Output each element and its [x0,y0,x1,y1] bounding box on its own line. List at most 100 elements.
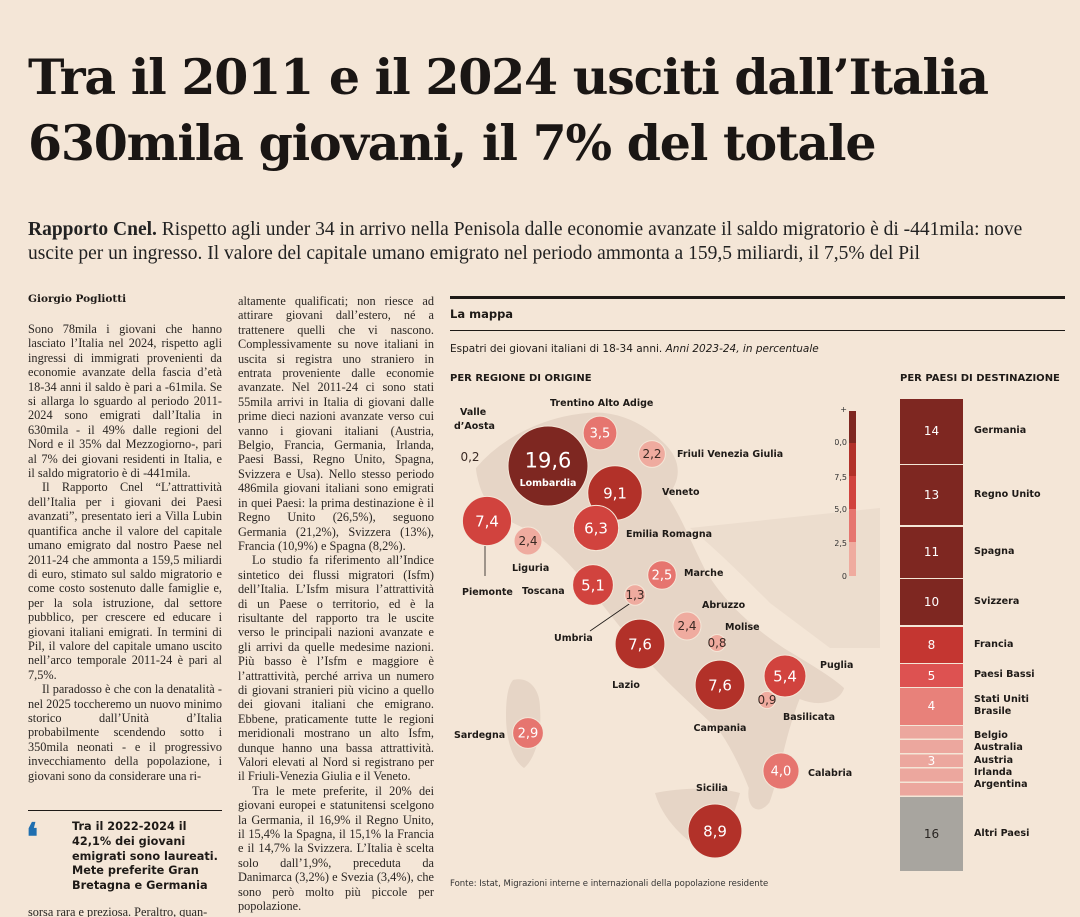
destination-row: 11 Spagna [900,526,1068,578]
bubble-value: 9,1 [603,484,627,502]
bubble-value: 7,6 [628,635,652,653]
bubble-circle [572,564,614,606]
bubble-circle [461,495,513,547]
region-label: Molise [725,622,760,633]
region-label: Marche [684,568,723,579]
balkan-coast-shape [690,508,880,648]
article-paragraph: Sono 78mila i giovani che hanno lasciato… [28,322,222,481]
article-column-1: Sono 78mila i giovani che hanno lasciato… [28,322,222,804]
destination-value: 16 [923,827,940,842]
headline-line-1: Tra il 2011 e il 2024 usciti dall’Italia [28,48,989,106]
quote-mark-icon: ❛ [26,814,39,859]
destination-names: Spagna [974,546,1014,558]
destination-country: Altri Paesi [974,828,1030,840]
pullquote: Tra il 2022-2024 il 42,1% dei giovani em… [72,820,218,893]
article-paragraph: Tra le mete preferite, il 20% dei giovan… [238,783,434,914]
legend-tick: 5,0 [835,505,847,514]
destination-row: 10 Svizzera [900,579,1068,625]
bubble-value: 5,1 [581,576,605,594]
author-byline: Giorgio Pogliotti [28,293,127,305]
legend-swatch [849,542,856,576]
region-label-line: Valle [460,407,486,418]
region-bubble: 2,2 Friuli Venezia Giulia [638,440,783,468]
destination-bar: 8 [900,626,963,663]
region-bubble: 7,4 Piemonte [461,495,513,598]
bubble-circle [762,752,800,790]
destination-value: 3 [927,753,936,768]
destination-row: 14 Germania [900,399,1068,464]
bubble-circle [624,584,646,606]
destination-country: Irlanda [974,767,1013,779]
region-bubble: 2,4 Liguria [512,526,549,574]
destination-country: Regno Unito [974,489,1041,501]
bubble-value: 0,2 [460,450,479,464]
bubble-circle [507,425,589,507]
legend-tick: 10,0 [835,438,847,447]
bubble-value: 2,9 [518,727,539,742]
region-label-line: d’Aosta [454,421,495,432]
region-label: Piemonte [462,587,513,598]
destination-bar: 11 [900,526,963,578]
region-bubble: 5,4 Puglia [763,654,853,698]
destination-bar: 5 [900,664,963,687]
bubble-circle [512,717,544,749]
destination-bar: 14 [900,399,963,464]
destination-value: 8 [927,637,936,652]
bubble-value: 0,8 [707,636,726,650]
region-bubble: 6,3 Emilia Romagna [572,504,712,552]
region-label: Calabria [808,768,852,779]
figure-title: La mappa [450,307,514,321]
region-bubble: 7,6 Lazio [612,618,666,691]
bubble-circle [708,634,726,652]
bubble-value: 2,2 [642,447,661,461]
region-label: Abruzzo [702,600,746,611]
legend-swatch [849,411,856,443]
region-bubble: 0,2 Valle d’Aosta [454,407,495,464]
destination-value: 11 [923,545,940,560]
destination-bars: 14 Germania 13 Regno Unito 11 Spagna 10 Svizzer… [900,399,1068,873]
bubble-circle [694,659,746,711]
destination-names: Regno Unito [974,489,1041,501]
destination-country: Spagna [974,546,1015,558]
region-bubble: 0,8 Molise [707,622,760,652]
destination-value: 13 [923,488,940,503]
region-label: Toscana [522,586,565,597]
bubble-value: 2,4 [677,619,696,633]
destination-bar: 16 [900,797,963,872]
region-label: Veneto [662,487,700,498]
figure-subtitle-main: Espatri dei giovani italiani di 18-34 an… [450,343,663,355]
destination-names: Stati Uniti Brasile [974,694,1029,719]
region-label: Umbria [554,633,593,644]
region-label: Liguria [512,563,549,574]
umbria-leader-line [589,599,636,632]
bubble-circle [647,560,677,590]
bubble-circle [572,504,620,552]
headline: Tra il 2011 e il 2024 usciti dall’Italia… [28,44,1058,176]
region-label: Puglia [820,660,853,671]
bubble-value: 2,5 [652,569,673,584]
legend-swatch [849,509,856,542]
destination-row: 16 Altri Paesi [900,797,1068,872]
destination-row: 5 Paesi Bassi [900,664,1068,687]
region-bubble: 2,5 Marche [647,560,723,590]
bubble-circle [614,618,666,670]
article-column-2: altamente qualificati; non riesce ad att… [238,294,434,917]
bubble-value: 7,4 [475,512,499,530]
bubble-value: 4,0 [771,765,792,780]
region-bubble: 19,6 Lombardia [507,425,589,507]
destination-row: 4 Stati Uniti Brasile [900,688,1068,725]
region-label: Lazio [612,680,640,691]
region-label: Emilia Romagna [626,529,712,540]
destination-bar: 3 [900,726,963,796]
bubble-circle [763,654,807,698]
region-bubble: 5,1 Toscana [522,564,614,606]
bubble-value: 8,9 [703,822,727,840]
bubble-value: 3,5 [590,427,611,442]
destinations-section-label: PER PAESI DI DESTINAZIONE [900,373,1060,384]
legend-tick: 0 [842,572,847,581]
destination-row: 8 Francia [900,626,1068,663]
bubble-value: 7,6 [708,676,732,694]
color-scale-legend: + 10,0 7,5 5,0 2,5 0 [835,405,856,581]
destination-country: Argentina [974,779,1028,791]
destination-value: 5 [927,668,936,683]
